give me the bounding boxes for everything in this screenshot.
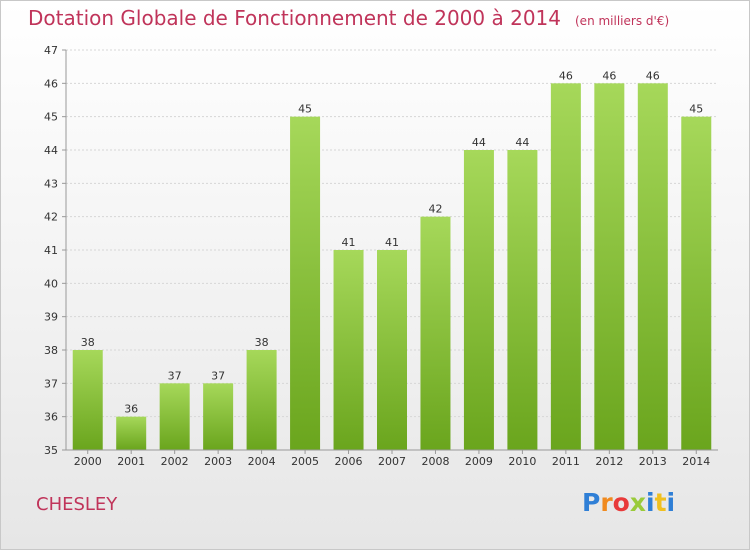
data-label-2000: 38 [81,336,95,349]
bar-2000 [72,350,103,450]
bar-2006 [333,250,364,450]
logo-letter: P [582,488,601,517]
y-tick-label: 43 [44,177,58,190]
data-label-2008: 42 [428,203,442,216]
y-tick-label: 42 [44,211,58,224]
x-tick-label-2011: 2011 [552,455,580,468]
y-tick-label: 46 [44,77,58,90]
bar-2007 [377,250,407,450]
bar-2010 [507,150,538,450]
y-tick-label: 41 [44,244,58,257]
x-tick-label-2012: 2012 [595,455,623,468]
logo-letter: i [666,488,676,517]
data-label-2005: 45 [298,103,312,116]
y-tick-label: 38 [44,344,58,357]
x-tick-label-2014: 2014 [682,455,710,468]
bar-2011 [550,83,581,450]
logo-letter: x [629,488,646,517]
bar-2013 [637,83,668,450]
data-label-2001: 36 [124,403,138,416]
bar-2002 [159,383,190,450]
x-tick-label-2004: 2004 [248,455,276,468]
chart-title-text: Dotation Globale de Fonctionnement de 20… [28,6,561,30]
y-tick-label: 36 [44,411,58,424]
data-label-2004: 38 [255,336,269,349]
data-label-2009: 44 [472,136,486,149]
y-tick-label: 44 [44,144,58,157]
data-label-2007: 41 [385,236,399,249]
bar-2014 [681,116,712,451]
bar-2012 [594,83,625,450]
y-tick-label: 47 [44,44,58,57]
data-label-2003: 37 [211,369,225,382]
bar-2005 [290,116,321,451]
y-tick-label: 39 [44,311,58,324]
x-tick-label-2006: 2006 [335,455,363,468]
y-tick-label: 45 [44,111,58,124]
bar-2004 [246,350,277,450]
x-tick-label-2013: 2013 [639,455,667,468]
x-tick-label-2008: 2008 [421,455,449,468]
chart-unit: (en milliers d'€) [575,14,670,28]
x-tick-label-2003: 2003 [204,455,232,468]
data-label-2006: 41 [342,236,356,249]
x-tick-label-2000: 2000 [74,455,102,468]
chart-title: Dotation Globale de Fonctionnement de 20… [28,6,669,30]
logo-letter: t [654,488,667,517]
y-tick-label: 37 [44,377,58,390]
x-tick-label-2005: 2005 [291,455,319,468]
bar-2003 [203,383,234,450]
x-tick-label-2010: 2010 [508,455,536,468]
data-label-2012: 46 [602,69,616,82]
data-label-2013: 46 [646,69,660,82]
x-tick-label-2002: 2002 [161,455,189,468]
data-label-2011: 46 [559,69,573,82]
data-label-2002: 37 [168,369,182,382]
y-tick-label: 40 [44,277,58,290]
bar-layer: 38 36 37 37 38 45 41 41 42 44 44 46 46 46 45 [72,69,712,451]
bar-2008 [420,216,451,450]
data-label-2010: 44 [515,136,529,149]
logo-letter: r [600,488,613,517]
y-tick-label: 35 [44,444,58,457]
commune-name: CHESLEY [36,494,118,515]
x-tick-label-2001: 2001 [117,455,145,468]
x-tick-label-2009: 2009 [465,455,493,468]
x-tick-label-2007: 2007 [378,455,406,468]
logo-letter: o [612,488,630,517]
axis-layer: 35 36 37 38 39 40 41 42 43 44 45 46 47 2000 2001 2002 20… [44,44,718,468]
bar-2009 [463,150,494,450]
proxiti-logo: Proxiti [582,488,675,517]
bar-2001 [116,416,147,450]
logo-letter: i [646,488,655,517]
data-label-2014: 45 [689,103,703,116]
